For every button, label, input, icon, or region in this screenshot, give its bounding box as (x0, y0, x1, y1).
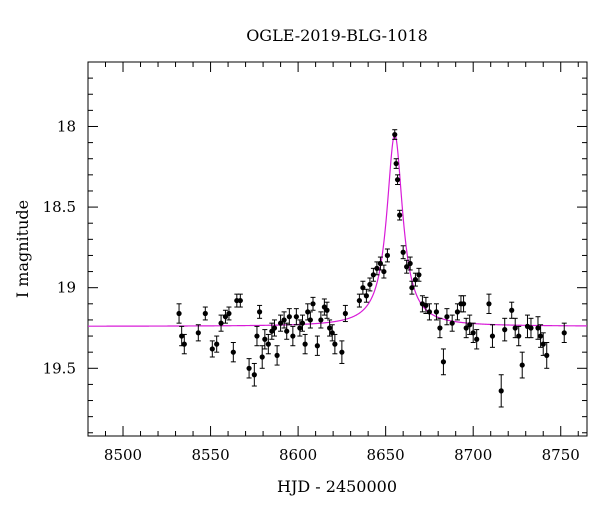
y-tick-label: 19 (57, 279, 76, 297)
x-tick-label: 8550 (191, 446, 229, 464)
data-point (284, 328, 290, 334)
data-point (281, 317, 287, 323)
x-tick-label: 8650 (367, 446, 405, 464)
data-point (310, 301, 316, 307)
x-axis-label: HJD - 2450000 (277, 477, 397, 496)
data-point (256, 309, 263, 315)
data-point (259, 354, 265, 360)
data-point (176, 310, 182, 317)
data-point (324, 307, 330, 313)
data-point (535, 325, 541, 331)
data-point (437, 325, 443, 331)
data-point (440, 359, 447, 365)
data-point (262, 336, 268, 342)
data-point (251, 372, 257, 378)
data-point (561, 330, 567, 336)
data-point (516, 333, 522, 339)
data-point (416, 272, 422, 278)
data-point (454, 309, 461, 315)
data-point (444, 314, 450, 320)
data-point (433, 309, 440, 315)
data-point (254, 333, 260, 339)
data-point (181, 341, 187, 347)
y-tick-label: 19.5 (43, 359, 76, 377)
data-point (246, 365, 252, 371)
axis-ticks: 8500 8550 8600 8650 8700 8750 18 18.5 19 19.5 (43, 61, 587, 464)
data-point (339, 349, 345, 355)
data-point (470, 330, 476, 336)
data-point (449, 320, 455, 326)
data-point (297, 325, 303, 331)
data-point (392, 131, 398, 138)
data-point (195, 330, 201, 336)
data-point (400, 249, 406, 255)
data-point (528, 325, 534, 331)
data-point (367, 281, 373, 288)
data-point (489, 333, 496, 339)
data-point (230, 349, 236, 355)
data-point (381, 268, 387, 275)
x-tick-label: 8500 (104, 446, 142, 464)
data-point (370, 272, 376, 278)
data-point (519, 362, 525, 368)
data-point (538, 333, 544, 339)
data-point (394, 177, 401, 183)
data-point (290, 333, 296, 339)
data-point (498, 388, 504, 394)
data-point (460, 301, 467, 307)
data-point (209, 346, 215, 352)
model-curve (88, 133, 587, 327)
data-point (286, 314, 292, 320)
data-points-group (176, 129, 567, 408)
data-point (384, 252, 390, 259)
data-point (397, 212, 403, 218)
chart-title: OGLE-2019-BLG-1018 (246, 26, 428, 45)
data-point (274, 352, 280, 358)
x-tick-label: 8750 (542, 446, 580, 464)
data-point (474, 336, 480, 342)
data-point (214, 341, 220, 347)
data-point (293, 314, 299, 320)
data-point (327, 325, 333, 331)
data-point (299, 320, 306, 326)
model-curve-group (88, 133, 587, 327)
data-point (356, 297, 362, 304)
data-point (342, 310, 348, 317)
data-point (318, 317, 324, 323)
data-point (305, 309, 311, 315)
data-point (544, 352, 550, 358)
y-tick-label: 18 (57, 117, 76, 135)
data-point (307, 317, 313, 323)
y-tick-label: 18.5 (43, 198, 76, 216)
data-point (509, 307, 515, 313)
data-point (271, 325, 278, 331)
data-point (486, 301, 492, 307)
x-tick-label: 8700 (454, 446, 492, 464)
data-point (265, 341, 271, 347)
data-point (277, 320, 284, 326)
data-point (222, 314, 229, 320)
y-axis-label: I magnitude (13, 200, 32, 298)
data-point (393, 160, 399, 167)
data-point (237, 297, 243, 304)
plot-frame (87, 61, 588, 437)
data-point (314, 343, 320, 349)
data-point (226, 310, 232, 317)
data-point (302, 341, 308, 347)
data-point (426, 309, 433, 315)
data-point (202, 310, 208, 317)
data-point (407, 260, 413, 267)
data-point (463, 325, 469, 331)
x-tick-label: 8600 (279, 446, 317, 464)
data-point (502, 327, 508, 333)
data-point (218, 320, 224, 326)
data-point (332, 341, 338, 347)
data-point (363, 293, 369, 299)
data-point (404, 264, 410, 270)
